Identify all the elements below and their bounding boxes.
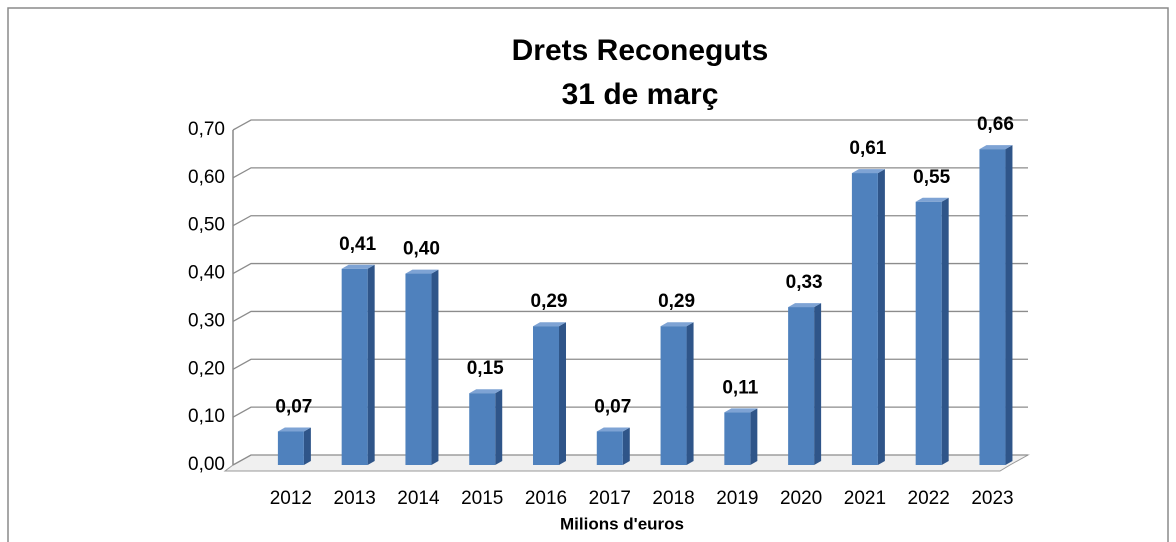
bar-top [979, 145, 1013, 150]
bar-side [303, 427, 311, 465]
bar-side [431, 269, 439, 465]
bar-side [367, 264, 375, 465]
bar [277, 431, 304, 465]
bar-top [915, 197, 949, 202]
y-tick-label: 0,70 [188, 119, 225, 140]
bar [788, 307, 815, 465]
data-label: 0,33 [786, 272, 823, 293]
data-label: 0,40 [403, 239, 440, 260]
data-label: 0,11 [722, 377, 758, 398]
data-label: 0,29 [531, 291, 568, 312]
bar-top [533, 322, 567, 327]
bar [851, 173, 878, 466]
bar [979, 149, 1006, 465]
grid-line [232, 310, 1028, 322]
chart-frame [7, 7, 1169, 542]
x-tick-label: 2017 [589, 488, 631, 509]
bar-top [405, 269, 439, 274]
data-label: 0,41 [339, 234, 376, 255]
x-tick-label: 2016 [525, 488, 567, 509]
grid-line [232, 454, 1028, 466]
x-tick-label: 2023 [971, 488, 1013, 509]
bar-side [941, 197, 949, 466]
bar-side [495, 389, 503, 465]
bar-side [1005, 145, 1013, 465]
bar [660, 326, 687, 465]
grid-line [232, 262, 1028, 275]
x-tick-label: 2015 [461, 488, 503, 509]
bar [341, 268, 368, 465]
bar-side [559, 322, 567, 465]
bar-top [851, 169, 885, 174]
data-label: 0,61 [849, 138, 886, 159]
grid-line [232, 406, 1028, 418]
chart-subtitle: 31 de març [562, 78, 719, 111]
bar-top [341, 264, 375, 269]
grid-line [232, 167, 1028, 179]
grid-line [232, 119, 1028, 131]
bar [724, 412, 751, 465]
bar [915, 201, 942, 466]
bar-side [750, 408, 758, 465]
bar-side [814, 303, 822, 465]
bar-top [788, 303, 822, 308]
bar-side [622, 427, 630, 465]
grid-line [232, 358, 1028, 370]
data-label: 0,07 [275, 397, 312, 418]
x-tick-label: 2022 [908, 488, 950, 509]
bar-side [877, 169, 885, 466]
x-tick-label: 2012 [270, 488, 312, 509]
y-tick-label: 0,20 [188, 358, 225, 379]
x-axis-label: Milions d'euros [560, 514, 684, 533]
bar-top [724, 408, 758, 413]
y-tick-label: 0,40 [188, 263, 225, 284]
bar [533, 326, 560, 465]
bar [596, 431, 623, 465]
x-tick-label: 2014 [397, 488, 440, 509]
x-tick-label: 2018 [652, 488, 694, 509]
bar-top [277, 427, 311, 432]
data-label: 0,07 [594, 397, 631, 418]
bar-top [596, 427, 630, 432]
data-label: 0,66 [977, 114, 1014, 135]
data-label: 0,29 [658, 291, 695, 312]
bar [469, 393, 496, 465]
y-tick-label: 0,30 [188, 310, 225, 331]
bar [405, 273, 432, 465]
x-tick-label: 2013 [334, 488, 376, 509]
bar-top [660, 322, 694, 327]
data-label: 0,55 [913, 167, 950, 188]
bar-side [686, 322, 694, 465]
y-tick-label: 0,50 [188, 215, 225, 236]
y-tick-label: 0,60 [188, 167, 225, 188]
x-tick-label: 2019 [716, 488, 758, 509]
y-tick-label: 0,10 [188, 406, 225, 427]
data-label: 0,15 [467, 358, 504, 379]
grid-line [232, 215, 1028, 227]
y-tick-label: 0,00 [188, 454, 225, 475]
bar-top [469, 389, 503, 394]
chart-title: Drets Reconeguts [512, 34, 769, 67]
x-tick-label: 2021 [844, 488, 886, 509]
x-tick-label: 2020 [780, 488, 822, 509]
